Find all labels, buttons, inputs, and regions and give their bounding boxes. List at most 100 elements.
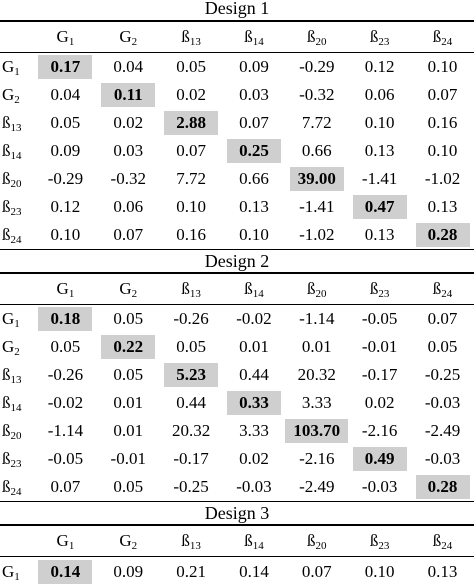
label-base: ß xyxy=(244,27,253,46)
label-ß24: ß24 xyxy=(0,221,34,250)
label-ß13: ß13 xyxy=(160,526,223,557)
table-cell: 0.09 xyxy=(34,137,97,165)
diagonal-cell: 39.00 xyxy=(285,165,348,193)
table-cell: -0.05 xyxy=(34,445,97,473)
label-base: G xyxy=(119,279,131,298)
table-cell: 0.07 xyxy=(34,473,97,502)
table-cell: 0.03 xyxy=(97,137,160,165)
label-ß14: ß14 xyxy=(0,137,34,165)
table-cell: 0.05 xyxy=(34,109,97,137)
table-cell: 0.12 xyxy=(34,193,97,221)
label-g2: G2 xyxy=(97,274,160,305)
table-cell: 20.32 xyxy=(160,417,223,445)
label-base: ß xyxy=(2,197,11,216)
label-ß24: ß24 xyxy=(411,526,474,557)
label-subscript: 14 xyxy=(11,402,22,414)
table-cell: 0.04 xyxy=(34,81,97,109)
table-cell: -0.17 xyxy=(160,445,223,473)
label-ß23: ß23 xyxy=(348,22,411,53)
corner-cell xyxy=(0,22,34,53)
label-subscript: 23 xyxy=(378,288,389,300)
label-g1: G1 xyxy=(34,526,97,557)
table-cell: 0.02 xyxy=(223,445,286,473)
table-cell: -2.49 xyxy=(411,417,474,445)
label-base: G xyxy=(2,309,14,328)
diagonal-cell: 2.88 xyxy=(160,109,223,137)
label-base: ß xyxy=(181,27,190,46)
label-base: ß xyxy=(2,141,11,160)
table-cell: -0.29 xyxy=(34,165,97,193)
table-cell: 0.05 xyxy=(160,333,223,361)
label-g1: G1 xyxy=(0,557,34,587)
label-base: ß xyxy=(307,27,316,46)
label-base: ß xyxy=(2,225,11,244)
diagonal-value: 0.28 xyxy=(416,223,470,247)
diagonal-cell: 103.70 xyxy=(285,417,348,445)
table-cell: 0.10 xyxy=(348,109,411,137)
label-subscript: 20 xyxy=(11,430,22,442)
label-ß23: ß23 xyxy=(0,445,34,473)
label-base: ß xyxy=(181,531,190,550)
label-subscript: 13 xyxy=(11,122,22,134)
table-cell: -1.41 xyxy=(285,193,348,221)
table-cell: -0.03 xyxy=(348,473,411,502)
label-subscript: 13 xyxy=(11,374,22,386)
table-cell: 0.07 xyxy=(285,557,348,587)
label-subscript: 24 xyxy=(11,234,22,246)
label-ß23: ß23 xyxy=(0,193,34,221)
table-cell: 0.07 xyxy=(97,221,160,250)
label-g1: G1 xyxy=(34,274,97,305)
table-cell: 0.10 xyxy=(34,221,97,250)
label-subscript: 13 xyxy=(190,540,201,552)
label-subscript: 14 xyxy=(253,288,264,300)
corner-cell xyxy=(0,274,34,305)
table-cell: -0.32 xyxy=(97,165,160,193)
table-cell: -1.14 xyxy=(285,305,348,334)
diagonal-value: 0.28 xyxy=(416,475,470,499)
label-subscript: 2 xyxy=(14,94,20,106)
diagonal-cell: 0.25 xyxy=(223,137,286,165)
label-g1: G1 xyxy=(34,22,97,53)
table-cell: 0.02 xyxy=(160,81,223,109)
label-subscript: 23 xyxy=(378,540,389,552)
table-cell: -0.01 xyxy=(348,333,411,361)
label-base: ß xyxy=(433,531,442,550)
label-subscript: 24 xyxy=(441,36,452,48)
table-cell: 0.07 xyxy=(411,81,474,109)
diagonal-cell: 0.11 xyxy=(97,81,160,109)
label-subscript: 1 xyxy=(69,288,75,300)
corner-cell xyxy=(0,526,34,557)
diagonal-cell: 0.28 xyxy=(411,221,474,250)
label-ß14: ß14 xyxy=(223,22,286,53)
label-base: ß xyxy=(2,393,11,412)
diagonal-cell: 5.23 xyxy=(160,361,223,389)
diagonal-value: 0.25 xyxy=(227,139,281,163)
table-cell: 0.10 xyxy=(223,221,286,250)
table-cell: 0.16 xyxy=(411,109,474,137)
table-cell: -1.14 xyxy=(34,417,97,445)
label-subscript: 24 xyxy=(11,486,22,498)
label-base: ß xyxy=(244,531,253,550)
design-title: Design 3 xyxy=(0,502,474,526)
label-subscript: 14 xyxy=(11,150,22,162)
label-base: G xyxy=(2,57,14,76)
table-cell: 0.16 xyxy=(160,221,223,250)
table-cell: -0.03 xyxy=(223,473,286,502)
table-cell: -1.02 xyxy=(285,221,348,250)
label-base: ß xyxy=(433,279,442,298)
table-cell: 0.04 xyxy=(97,53,160,82)
diagonal-value: 0.47 xyxy=(353,195,407,219)
label-subscript: 23 xyxy=(11,458,22,470)
label-base: ß xyxy=(2,113,11,132)
